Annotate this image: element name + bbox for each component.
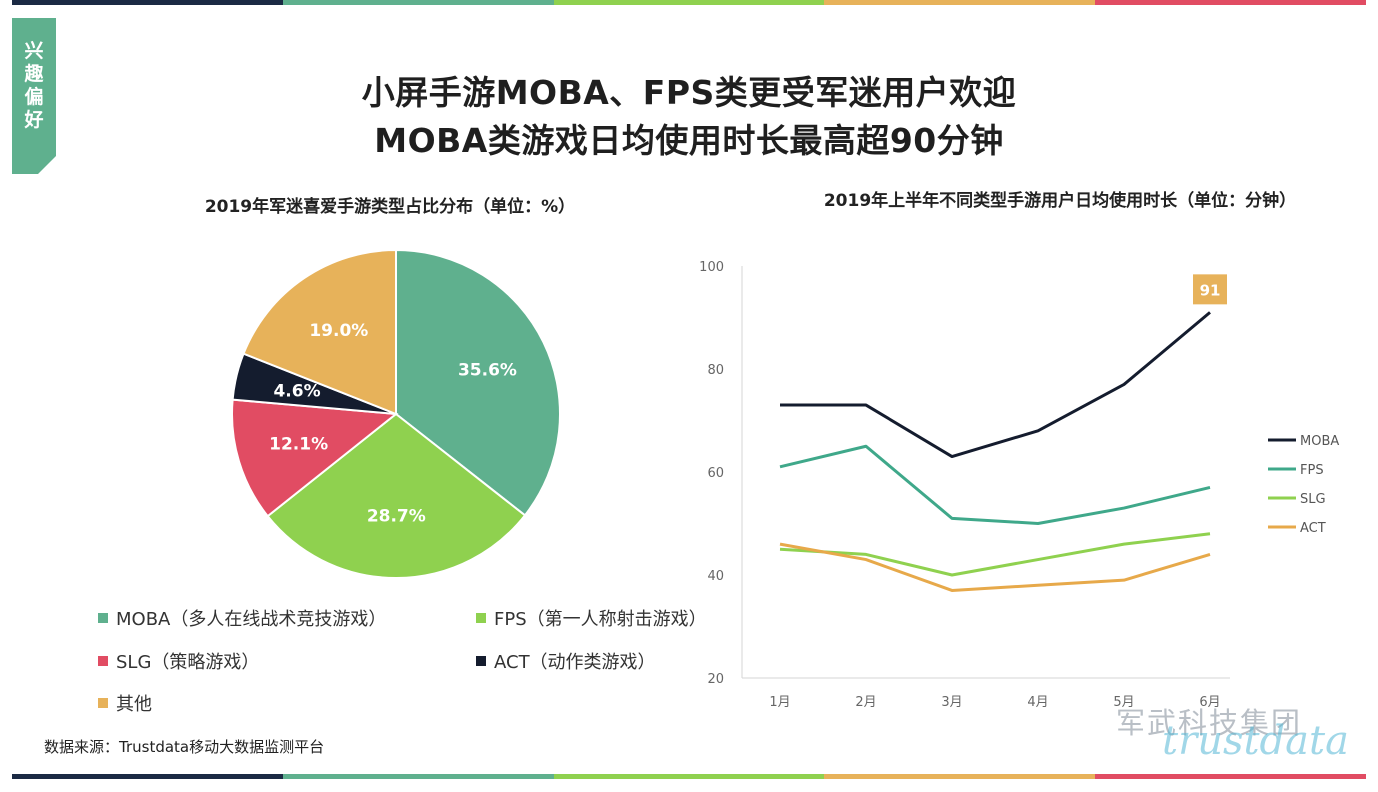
stripe-segment (1095, 0, 1366, 5)
peak-annotation-box (1193, 274, 1227, 305)
legend-swatch (476, 613, 486, 623)
data-source-note: 数据来源：Trustdata移动大数据监测平台 (44, 738, 325, 756)
pie-slice (242, 248, 397, 416)
pie-slice-label: 4.6% (273, 382, 320, 402)
pie-slice-label: 19.0% (309, 321, 368, 341)
pie-slice (395, 248, 561, 517)
stripe-segment (12, 774, 283, 779)
watermark-en: trustdata (1162, 718, 1349, 764)
stripe-segment (12, 0, 283, 5)
legend-swatch (98, 656, 108, 666)
x-tick-label: 4月 (1027, 695, 1048, 710)
top-color-stripe (12, 0, 1366, 5)
line-chart-title: 2019年上半年不同类型手游用户日均使用时长（单位：分钟） (823, 191, 1297, 211)
section-tab-shape (12, 18, 56, 174)
x-tick-label: 1月 (769, 695, 790, 710)
line-legend-label: SLG (1300, 492, 1326, 507)
page-title-line1: 小屏手游MOBA、FPS类更受军迷用户欢迎 (361, 73, 1017, 112)
pie-slice (231, 398, 399, 518)
series-line-fps (779, 444, 1211, 525)
bottom-color-stripe (12, 774, 1366, 779)
peak-annotation-label: 91 (1200, 281, 1221, 299)
page-title-line2: MOBA类游戏日均使用时长最高超90分钟 (374, 121, 1004, 160)
line-legend-label: FPS (1300, 463, 1324, 478)
section-tab-label: 兴 趣 偏 好 (24, 40, 44, 131)
pie-legend-fps: FPS（第一人称射击游戏） (476, 605, 707, 631)
x-tick-label: 2月 (855, 695, 876, 710)
stripe-segment (824, 0, 1096, 5)
series-line-moba (780, 311, 1211, 459)
pie-legend-slg: SLG（策略游戏） (98, 648, 259, 674)
pie-legend-moba: MOBA（多人在线战术竞技游戏） (98, 605, 386, 631)
stripe-segment (282, 774, 554, 779)
y-tick-label: 100 (699, 260, 724, 275)
pie-slice-label: 28.7% (367, 507, 426, 527)
pie-slice (266, 412, 527, 579)
stripe-segment (824, 774, 1096, 779)
legend-swatch (476, 656, 486, 666)
y-tick-label: 40 (707, 569, 724, 584)
legend-label: ACT（动作类游戏） (494, 652, 656, 673)
series-line-act (779, 542, 1211, 592)
x-tick-label: 6月 (1199, 695, 1220, 710)
watermark-cn: 军武科技集团 (1116, 706, 1303, 740)
legend-label: MOBA（多人在线战术竞技游戏） (116, 609, 387, 630)
pie-slice-label: 35.6% (458, 361, 517, 381)
pie-slice-label: 12.1% (269, 434, 328, 454)
watermark: 军武科技集团 trustdata (1052, 690, 1352, 768)
y-tick-label: 20 (707, 672, 724, 687)
series-line-slg (779, 532, 1211, 577)
stripe-segment (553, 774, 825, 779)
legend-swatch (98, 698, 108, 708)
pie-chart-title: 2019年军迷喜爱手游类型占比分布（单位：%） (204, 197, 576, 217)
legend-label: FPS（第一人称射击游戏） (494, 609, 707, 630)
pie-legend-act: ACT（动作类游戏） (476, 648, 656, 674)
line-legend-label: MOBA (1300, 434, 1339, 449)
stripe-segment (282, 0, 554, 5)
line-legend-label: ACT (1300, 521, 1326, 536)
pie-chart: 35.6% 28.7% 12.1% 4.6% 19.0% (231, 248, 561, 579)
stripe-segment (1095, 774, 1366, 779)
x-tick-label: 3月 (941, 695, 962, 710)
x-tick-label: 5月 (1113, 695, 1134, 710)
legend-label: 其他 (116, 694, 152, 715)
y-tick-label: 80 (707, 363, 724, 378)
legend-label: SLG（策略游戏） (116, 652, 260, 673)
stripe-segment (553, 0, 825, 5)
section-tab: 兴 趣 偏 好 (12, 18, 56, 174)
y-tick-label: 60 (707, 466, 724, 481)
pie-legend-other: 其他 (98, 690, 152, 716)
line-chart: 20 40 60 80 100 1月 2月 3月 4月 5月 6月 91 MOBA FPS SLG ACT (699, 260, 1339, 710)
legend-swatch (98, 613, 108, 623)
